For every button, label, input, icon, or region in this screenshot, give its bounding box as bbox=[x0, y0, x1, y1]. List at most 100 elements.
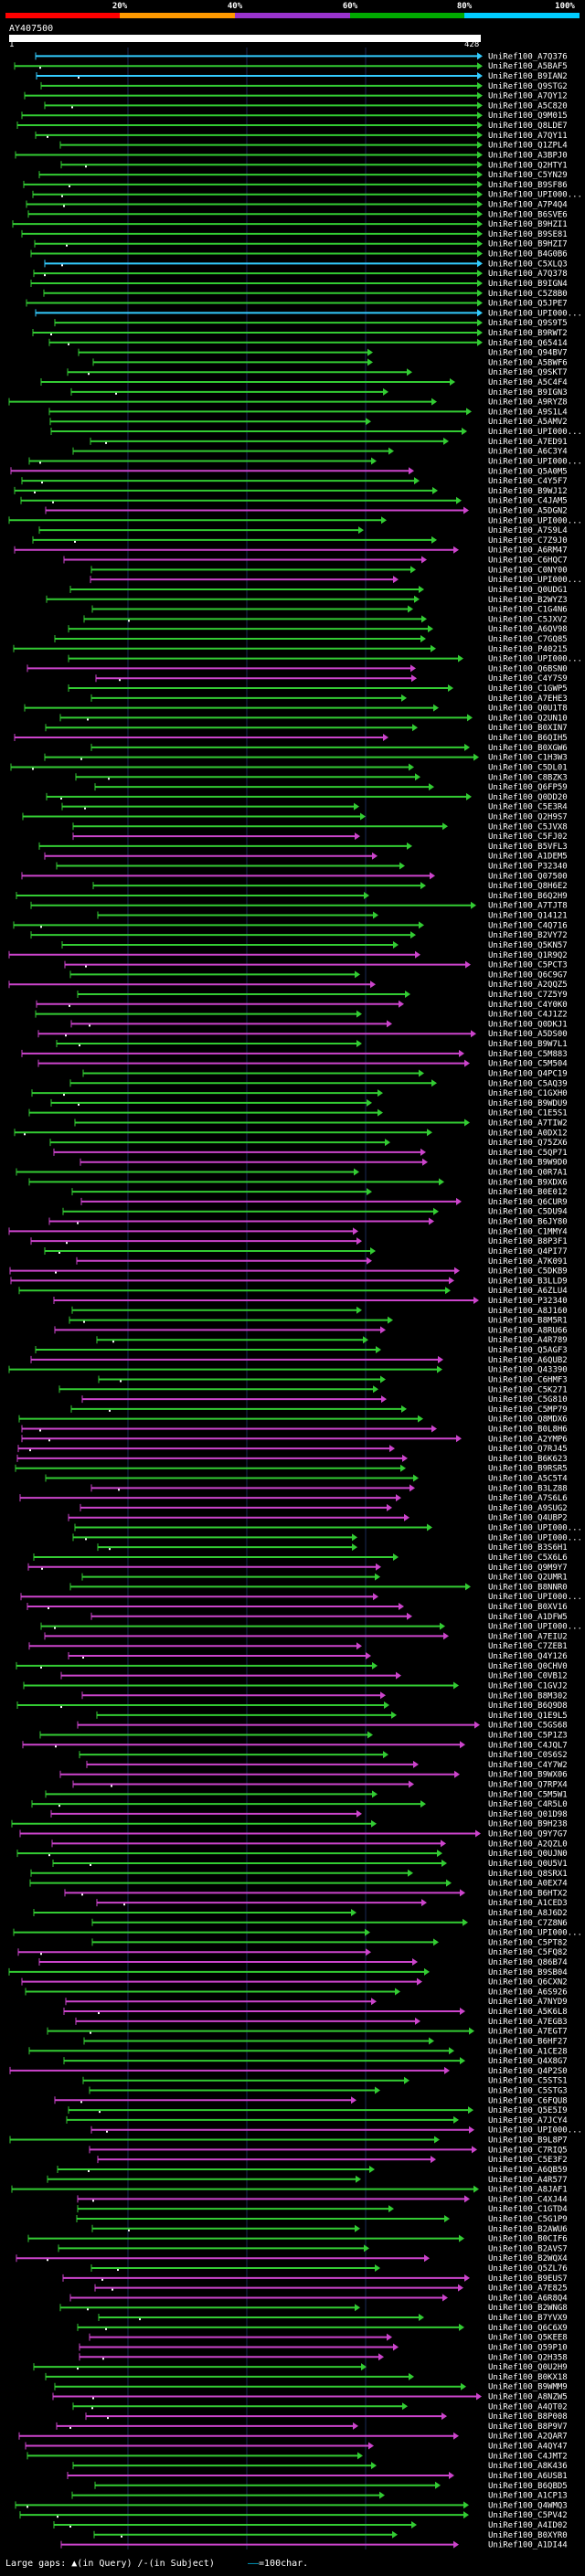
hit-label[interactable]: UniRef100_B0L8H6 bbox=[488, 1425, 568, 1434]
hit-label[interactable]: UniRef100_A5AMV2 bbox=[488, 418, 568, 427]
hit-label[interactable]: UniRef100_Q2H358 bbox=[488, 2353, 568, 2362]
hit-label[interactable]: UniRef100_Q0R7A1 bbox=[488, 1169, 568, 1178]
hit-label[interactable]: UniRef100_A7S9L4 bbox=[488, 526, 568, 535]
hit-row[interactable]: UniRef100_C5MP79 bbox=[70, 1405, 568, 1415]
hit-row[interactable]: UniRef100_C4J1Z2 bbox=[35, 1010, 568, 1020]
hit-row[interactable]: UniRef100_UPI000... bbox=[40, 1622, 582, 1632]
hit-row[interactable]: UniRef100_Q0UJN0 bbox=[16, 1850, 568, 1859]
hit-row[interactable]: UniRef100_Q4X8G7 bbox=[63, 2057, 568, 2066]
hit-row[interactable]: UniRef100_C5P1Z3 bbox=[39, 1731, 568, 1740]
hit-row[interactable]: UniRef100_C5G1P9 bbox=[76, 2214, 568, 2224]
hit-row[interactable]: UniRef100_Q9M9Y7 bbox=[27, 1563, 568, 1573]
hit-label[interactable]: UniRef100_B3S6H1 bbox=[488, 1543, 568, 1553]
hit-row[interactable]: UniRef100_A7EHE3 bbox=[90, 694, 568, 704]
hit-label[interactable]: UniRef100_C5AQ39 bbox=[488, 1079, 568, 1088]
hit-row[interactable]: UniRef100_Q6CXN2 bbox=[21, 1977, 568, 1988]
hit-label[interactable]: UniRef100_C1MMY4 bbox=[488, 1227, 568, 1236]
hit-row[interactable]: UniRef100_A6QB59 bbox=[57, 2165, 568, 2175]
hit-row[interactable]: UniRef100_C5K271 bbox=[58, 1385, 568, 1394]
hit-label[interactable]: UniRef100_A4ID02 bbox=[488, 2521, 568, 2530]
hit-label[interactable]: UniRef100_C5M5W1 bbox=[488, 1790, 568, 1799]
hit-label[interactable]: UniRef100_UPI000... bbox=[488, 1533, 582, 1542]
hit-label[interactable]: UniRef100_B9HZI1 bbox=[488, 220, 568, 229]
hit-row[interactable]: UniRef100_Q0R7A1 bbox=[16, 1168, 568, 1178]
hit-row[interactable]: UniRef100_C4Y7S9 bbox=[95, 674, 568, 684]
hit-label[interactable]: UniRef100_B2AVS7 bbox=[488, 2244, 568, 2253]
hit-label[interactable]: UniRef100_C5M883 bbox=[488, 1050, 568, 1059]
hit-row[interactable]: UniRef100_C5YN29 bbox=[38, 171, 568, 180]
hit-label[interactable]: UniRef100_C5P1Z3 bbox=[488, 1731, 568, 1740]
hit-row[interactable]: UniRef100_B9IGN3 bbox=[70, 387, 568, 398]
hit-row[interactable]: UniRef100_C6HMF3 bbox=[98, 1375, 568, 1384]
hit-row[interactable]: UniRef100_Q01D98 bbox=[50, 1809, 568, 1819]
hit-row[interactable]: UniRef100_Q9STG2 bbox=[40, 81, 568, 91]
hit-row[interactable]: UniRef100_A2YMP6 bbox=[21, 1435, 568, 1444]
hit-label[interactable]: UniRef100_B6JY80 bbox=[488, 1218, 568, 1227]
hit-label[interactable]: UniRef100_C1GXH0 bbox=[488, 1089, 568, 1098]
hit-label[interactable]: UniRef100_C4Y7W2 bbox=[488, 1761, 568, 1770]
hit-label[interactable]: UniRef100_Q5A0M5 bbox=[488, 467, 568, 476]
hit-label[interactable]: UniRef100_C5JXV2 bbox=[488, 615, 568, 624]
hit-row[interactable]: UniRef100_Q6CUR9 bbox=[80, 1197, 568, 1207]
hit-row[interactable]: UniRef100_Q4P2S0 bbox=[9, 2066, 568, 2076]
hit-row[interactable]: UniRef100_A5BAF5 bbox=[14, 62, 568, 71]
hit-row[interactable]: UniRef100_B0L8H6 bbox=[21, 1425, 568, 1434]
hit-row[interactable]: UniRef100_A8JAF1 bbox=[11, 2185, 568, 2195]
hit-row[interactable]: UniRef100_Q1R9Q2 bbox=[8, 950, 568, 960]
hit-label[interactable]: UniRef100_B0XV16 bbox=[488, 1603, 568, 1612]
hit-label[interactable]: UniRef100_C4JMT2 bbox=[488, 2452, 568, 2461]
hit-row[interactable]: UniRef100_C1GVJ2 bbox=[23, 1681, 568, 1691]
hit-row[interactable]: UniRef100_C4Y0K0 bbox=[36, 1000, 568, 1010]
hit-label[interactable]: UniRef100_C1GWP5 bbox=[488, 684, 568, 694]
hit-label[interactable]: UniRef100_A7Q378 bbox=[488, 270, 568, 279]
hit-row[interactable]: UniRef100_Q8MDX6 bbox=[18, 1415, 568, 1425]
hit-row[interactable]: UniRef100_Q5ZL76 bbox=[90, 2264, 568, 2274]
hit-label[interactable]: UniRef100_B9H238 bbox=[488, 1820, 568, 1829]
hit-label[interactable]: UniRef100_Q65414 bbox=[488, 339, 568, 348]
hit-label[interactable]: UniRef100_C4JQL7 bbox=[488, 1741, 568, 1750]
hit-row[interactable]: UniRef100_UPI000... bbox=[35, 309, 582, 318]
hit-label[interactable]: UniRef100_A8J6D2 bbox=[488, 1909, 568, 1918]
hit-label[interactable]: UniRef100_B9W7L1 bbox=[488, 1040, 568, 1049]
hit-label[interactable]: UniRef100_A1DEM5 bbox=[488, 853, 568, 862]
hit-row[interactable]: UniRef100_C6HQC7 bbox=[63, 556, 568, 566]
hit-label[interactable]: UniRef100_B6Q9D8 bbox=[488, 1701, 568, 1711]
hit-row[interactable]: UniRef100_Q86B74 bbox=[38, 1958, 568, 1967]
hit-row[interactable]: UniRef100_C5E3F2 bbox=[97, 2156, 568, 2165]
hit-row[interactable]: UniRef100_A1CP13 bbox=[71, 2491, 568, 2501]
hit-label[interactable]: UniRef100_B9L8P7 bbox=[488, 2136, 568, 2146]
hit-row[interactable]: UniRef100_B3LZ88 bbox=[90, 1484, 568, 1493]
hit-label[interactable]: UniRef100_A3BPJ0 bbox=[488, 151, 568, 160]
hit-label[interactable]: UniRef100_Q94BV7 bbox=[488, 349, 568, 358]
hit-label[interactable]: UniRef100_C5DKB9 bbox=[488, 1267, 568, 1277]
hit-row[interactable]: UniRef100_UPI000... bbox=[28, 457, 582, 466]
hit-row[interactable]: UniRef100_C6FQU8 bbox=[54, 2096, 568, 2105]
hit-label[interactable]: UniRef100_Q59P10 bbox=[488, 2343, 568, 2352]
hit-row[interactable]: UniRef100_C1GWP5 bbox=[68, 684, 568, 694]
hit-row[interactable]: UniRef100_B9IAN2 bbox=[36, 72, 568, 81]
hit-row[interactable]: UniRef100_Q43390 bbox=[8, 1365, 568, 1375]
hit-label[interactable]: UniRef100_A1CP13 bbox=[488, 2492, 568, 2501]
hit-label[interactable]: UniRef100_A5DS00 bbox=[488, 1030, 568, 1039]
hit-label[interactable]: UniRef100_A6RM47 bbox=[488, 546, 568, 556]
hit-row[interactable]: UniRef100_Q1E9L5 bbox=[96, 1711, 568, 1721]
hit-label[interactable]: UniRef100_Q4Y126 bbox=[488, 1652, 568, 1661]
hit-row[interactable]: UniRef100_B9SE81 bbox=[21, 229, 568, 239]
hit-label[interactable]: UniRef100_B2WQX4 bbox=[488, 2254, 568, 2263]
hit-label[interactable]: UniRef100_Q6BSN0 bbox=[488, 664, 568, 673]
hit-label[interactable]: UniRef100_Q8SRX1 bbox=[488, 1870, 568, 1879]
hit-label[interactable]: UniRef100_UPI000... bbox=[488, 516, 582, 525]
hit-label[interactable]: UniRef100_A7TIW2 bbox=[488, 1118, 568, 1128]
hit-label[interactable]: UniRef100_B9WJ12 bbox=[488, 487, 568, 496]
hit-row[interactable]: UniRef100_B6Q9D8 bbox=[16, 1701, 568, 1711]
hit-label[interactable]: UniRef100_Q4PC19 bbox=[488, 1069, 568, 1078]
hit-label[interactable]: UniRef100_C5K271 bbox=[488, 1385, 568, 1394]
hit-row[interactable]: UniRef100_C5QP71 bbox=[53, 1148, 568, 1158]
hit-label[interactable]: UniRef100_A1DFW5 bbox=[488, 1613, 568, 1622]
hit-label[interactable]: UniRef100_A8J160 bbox=[488, 1307, 568, 1316]
hit-row[interactable]: UniRef100_A4ID02 bbox=[53, 2520, 568, 2530]
hit-label[interactable]: UniRef100_C4XJ44 bbox=[488, 2195, 568, 2204]
hit-label[interactable]: UniRef100_C1GVJ2 bbox=[488, 1681, 568, 1691]
hit-label[interactable]: UniRef100_P32340 bbox=[488, 863, 568, 872]
hit-row[interactable]: UniRef100_C5JVX8 bbox=[72, 822, 568, 832]
